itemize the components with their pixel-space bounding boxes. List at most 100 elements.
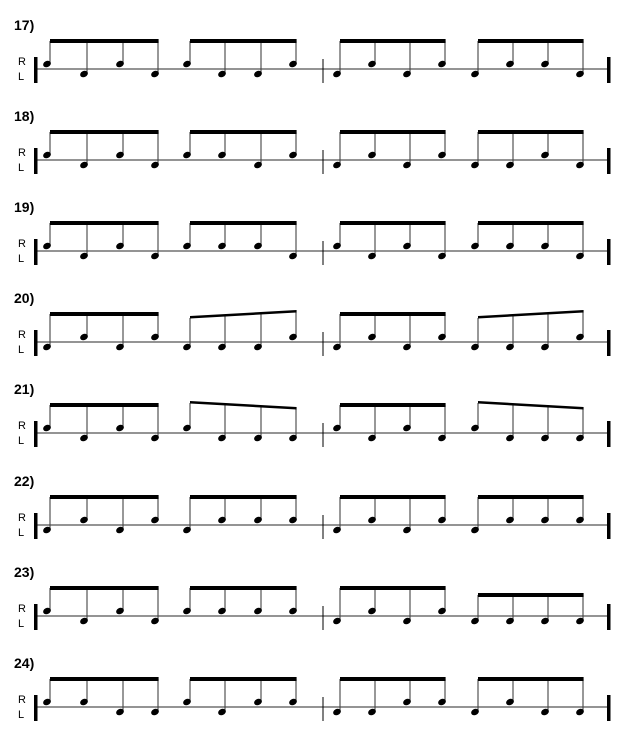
exercise-number: 23) bbox=[14, 563, 35, 580]
right-note-head bbox=[438, 698, 446, 705]
right-note-head bbox=[576, 334, 584, 341]
start-barline bbox=[34, 421, 38, 448]
left-note-head bbox=[541, 344, 549, 351]
left-hand-label: L bbox=[18, 526, 25, 539]
end-barline bbox=[607, 148, 611, 175]
right-note-head bbox=[151, 334, 159, 341]
staff bbox=[34, 401, 611, 448]
beam bbox=[190, 494, 297, 499]
right-note-head bbox=[116, 607, 124, 614]
left-note-head bbox=[333, 708, 341, 715]
left-note-head bbox=[576, 617, 584, 624]
start-barline bbox=[34, 148, 38, 175]
end-barline bbox=[607, 330, 611, 357]
end-barline bbox=[607, 694, 611, 721]
right-hand-label: R bbox=[18, 147, 26, 160]
right-note-head bbox=[438, 60, 446, 68]
right-note-head bbox=[541, 151, 549, 159]
right-note-head bbox=[289, 698, 297, 705]
beam bbox=[478, 39, 584, 43]
left-note-head bbox=[541, 435, 549, 442]
exercise-number: 22) bbox=[14, 472, 35, 489]
left-note-head bbox=[368, 252, 376, 260]
beam bbox=[50, 221, 159, 226]
beam bbox=[478, 676, 584, 681]
beam bbox=[50, 312, 159, 317]
right-note-head bbox=[438, 607, 446, 614]
right-note-head bbox=[43, 242, 51, 250]
left-note-head bbox=[506, 161, 514, 169]
right-note-head bbox=[368, 516, 376, 523]
left-note-head bbox=[80, 617, 88, 624]
beam bbox=[190, 221, 297, 226]
beam bbox=[50, 585, 159, 590]
end-barline bbox=[607, 57, 611, 83]
left-note-head bbox=[403, 526, 411, 533]
left-note-head bbox=[151, 435, 159, 442]
left-note-head bbox=[506, 435, 514, 442]
left-note-head bbox=[218, 708, 226, 715]
left-hand-label: L bbox=[18, 71, 25, 83]
end-barline bbox=[607, 603, 611, 630]
left-note-head bbox=[80, 161, 88, 169]
left-note-head bbox=[541, 617, 549, 624]
left-note-head bbox=[254, 70, 262, 78]
right-note-head bbox=[151, 516, 159, 523]
right-note-head bbox=[506, 60, 514, 68]
end-barline bbox=[607, 239, 611, 266]
start-barline bbox=[34, 239, 38, 266]
beam bbox=[340, 221, 446, 226]
left-note-head bbox=[80, 435, 88, 442]
beam bbox=[190, 401, 297, 410]
left-note-head bbox=[576, 708, 584, 715]
right-note-head bbox=[218, 607, 226, 614]
beam bbox=[478, 494, 584, 499]
exercise: 21) R L bbox=[0, 373, 632, 464]
exercise-number: 18) bbox=[14, 108, 35, 125]
left-note-head bbox=[116, 708, 124, 715]
left-note-head bbox=[333, 344, 341, 351]
left-note-head bbox=[333, 70, 341, 78]
start-barline bbox=[34, 694, 38, 721]
left-note-head bbox=[151, 252, 159, 260]
beam bbox=[50, 494, 159, 499]
right-note-head bbox=[289, 151, 297, 159]
right-note-head bbox=[289, 607, 297, 614]
beam bbox=[50, 403, 159, 408]
beam bbox=[478, 592, 584, 597]
right-hand-label: R bbox=[18, 693, 26, 706]
exercise: 18) R L bbox=[0, 100, 632, 191]
beam bbox=[340, 585, 446, 590]
left-note-head bbox=[80, 70, 88, 78]
left-note-head bbox=[80, 252, 88, 260]
left-note-head bbox=[254, 344, 262, 351]
staff bbox=[34, 130, 611, 175]
exercise-number: 21) bbox=[14, 381, 35, 398]
right-note-head bbox=[254, 607, 262, 614]
beam bbox=[50, 39, 159, 43]
beam bbox=[478, 401, 584, 410]
beam bbox=[190, 130, 297, 135]
right-hand-label: R bbox=[18, 56, 26, 68]
left-note-head bbox=[438, 252, 446, 260]
beam bbox=[190, 676, 297, 681]
staff bbox=[34, 310, 611, 357]
right-note-head bbox=[403, 425, 411, 432]
left-note-head bbox=[333, 526, 341, 533]
left-hand-label: L bbox=[18, 162, 25, 175]
exercise-number: 24) bbox=[14, 654, 35, 671]
right-note-head bbox=[403, 698, 411, 705]
start-barline bbox=[34, 57, 38, 83]
start-barline bbox=[34, 512, 38, 539]
left-note-head bbox=[576, 161, 584, 169]
left-hand-label: L bbox=[18, 253, 25, 266]
left-note-head bbox=[43, 344, 51, 351]
left-note-head bbox=[254, 435, 262, 442]
right-note-head bbox=[43, 698, 51, 705]
left-note-head bbox=[43, 526, 51, 533]
left-note-head bbox=[183, 526, 191, 533]
exercise-number: 17) bbox=[14, 17, 35, 33]
staff bbox=[34, 676, 611, 721]
left-note-head bbox=[368, 435, 376, 442]
right-note-head bbox=[43, 425, 51, 432]
